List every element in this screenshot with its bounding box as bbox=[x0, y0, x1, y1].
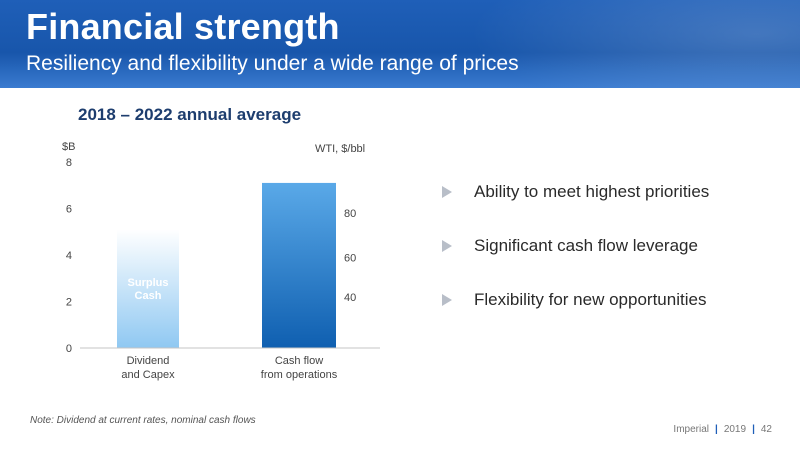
triangle-bullet-icon bbox=[442, 293, 452, 306]
bar-segment-surplus-cash bbox=[117, 229, 179, 348]
footer-brand: Imperial bbox=[673, 424, 709, 435]
x-label-cash-flow: Cash flow from operations bbox=[261, 355, 338, 381]
footer-page-number: 42 bbox=[760, 424, 772, 435]
y-tick-label: 8 bbox=[66, 157, 72, 169]
triangle-bullet-icon bbox=[442, 239, 452, 252]
bullet-list: Ability to meet highest priorities Signi… bbox=[442, 178, 709, 340]
bar-cash-flow bbox=[262, 182, 336, 348]
bullet-item: Flexibility for new opportunities bbox=[442, 286, 709, 313]
x-label-dividend-capex: Dividend and Capex bbox=[121, 355, 175, 381]
y-tick-label: 2 bbox=[66, 297, 72, 309]
triangle-bullet-icon bbox=[442, 185, 452, 198]
wti-price-label: 60 bbox=[344, 252, 356, 264]
title-banner: Financial strength Resiliency and flexib… bbox=[0, 0, 800, 88]
footer-separator: | bbox=[752, 424, 755, 435]
y-tick-label: 4 bbox=[66, 250, 72, 262]
segment-label: Surplus Cash bbox=[128, 277, 169, 302]
footer-year: 2019 bbox=[723, 424, 747, 435]
bullet-item: Ability to meet highest priorities bbox=[442, 178, 709, 205]
slide-footer: Imperial | 2019 | 42 bbox=[673, 424, 772, 435]
wti-price-label: 40 bbox=[344, 292, 356, 304]
wti-price-label: 80 bbox=[344, 208, 356, 220]
y-axis-unit-label: $B bbox=[62, 141, 75, 153]
y-tick-label: 6 bbox=[66, 204, 72, 216]
footnote: Note: Dividend at current rates, nominal… bbox=[30, 415, 256, 426]
slide-title: Financial strength bbox=[26, 6, 340, 47]
wti-axis-label: WTI, $/bbl bbox=[315, 143, 365, 155]
slide-subtitle: Resiliency and flexibility under a wide … bbox=[26, 52, 519, 75]
footer-separator: | bbox=[715, 424, 718, 435]
y-tick-label: 0 bbox=[66, 343, 72, 355]
chart-title: 2018 – 2022 annual average bbox=[78, 105, 302, 124]
bullet-item: Significant cash flow leverage bbox=[442, 232, 709, 259]
